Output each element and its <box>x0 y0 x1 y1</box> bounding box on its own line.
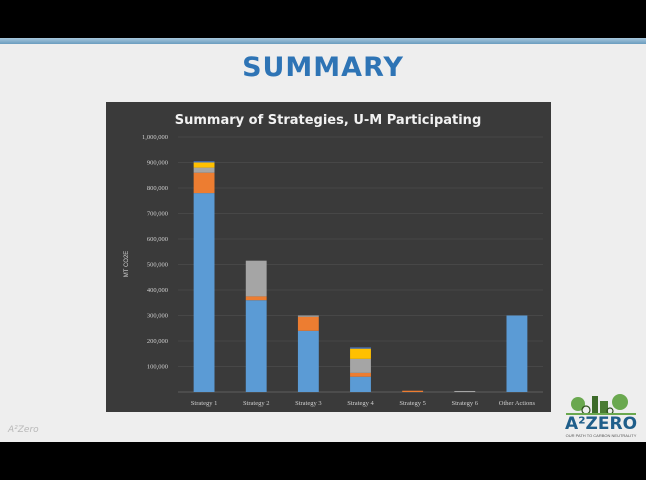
slide-top-bar <box>0 38 646 44</box>
y-tick-label: 800,000 <box>147 185 168 192</box>
stacked-bar-chart: Summary of Strategies, U-M Participating… <box>124 113 543 407</box>
x-tick-label: Strategy 2 <box>243 400 270 407</box>
bar-segment <box>454 390 476 392</box>
bar-segment <box>297 330 319 392</box>
bar-segment <box>193 193 215 392</box>
x-tick-label: Strategy 5 <box>399 400 426 407</box>
y-tick-label: 900,000 <box>147 160 168 167</box>
logo-graphic-icon <box>566 394 636 415</box>
y-tick-label: 100,000 <box>147 364 168 371</box>
y-tick-label: 400,000 <box>147 287 168 294</box>
x-tick-label: Strategy 1 <box>191 400 218 407</box>
bar-segment <box>193 172 215 194</box>
slide-title: SUMMARY <box>242 52 404 83</box>
y-axis-label: MT CO2E <box>124 251 130 278</box>
x-tick-label: Strategy 6 <box>452 400 479 407</box>
bar-segment <box>297 316 319 331</box>
chart-panel: Summary of Strategies, U-M Participating… <box>106 102 551 412</box>
a2zero-logo: A²ZERO OUR PATH TO CARBON NEUTRALITY <box>562 392 640 440</box>
bars <box>193 161 528 392</box>
footer-brand-text: A²Zero <box>8 425 39 435</box>
bar-segment <box>402 390 424 392</box>
logo-tagline: OUR PATH TO CARBON NEUTRALITY <box>565 433 637 438</box>
y-tick-label: 600,000 <box>147 236 168 243</box>
bar-segment <box>350 372 371 377</box>
slide: SUMMARY Summary of Strategies, U-M Parti… <box>0 38 646 442</box>
chart-title: Summary of Strategies, U-M Participating <box>175 113 482 128</box>
bar-segment <box>350 358 371 373</box>
gridlines <box>178 136 543 393</box>
bar-segment <box>350 348 371 359</box>
bar-segment <box>297 315 319 317</box>
bar-segment <box>245 296 267 301</box>
y-tick-label: 700,000 <box>147 211 168 218</box>
logo-wordmark: A²ZERO <box>564 414 638 434</box>
bar-segment <box>193 161 215 163</box>
bar-segment <box>245 300 267 392</box>
bar-segment <box>193 167 215 173</box>
x-tick-labels: Strategy 1 Strategy 2 Strategy 3 Strategy 4… <box>191 400 536 407</box>
bar-segment <box>350 376 371 392</box>
y-tick-labels: 100,000 200,000 300,000 400,000 500,000 600,0… <box>142 134 168 371</box>
y-tick-label: 300,000 <box>147 313 168 320</box>
y-tick-label: 500,000 <box>147 262 168 269</box>
x-tick-label: Strategy 3 <box>295 400 322 407</box>
bar-segment <box>245 260 267 297</box>
bar-segment <box>350 347 371 349</box>
y-tick-label: 1,000,000 <box>142 134 168 141</box>
bar-segment <box>506 315 528 392</box>
bar-segment <box>193 162 215 168</box>
y-tick-label: 200,000 <box>147 338 168 345</box>
x-tick-label: Other Actions <box>499 400 536 407</box>
x-tick-label: Strategy 4 <box>347 400 374 407</box>
